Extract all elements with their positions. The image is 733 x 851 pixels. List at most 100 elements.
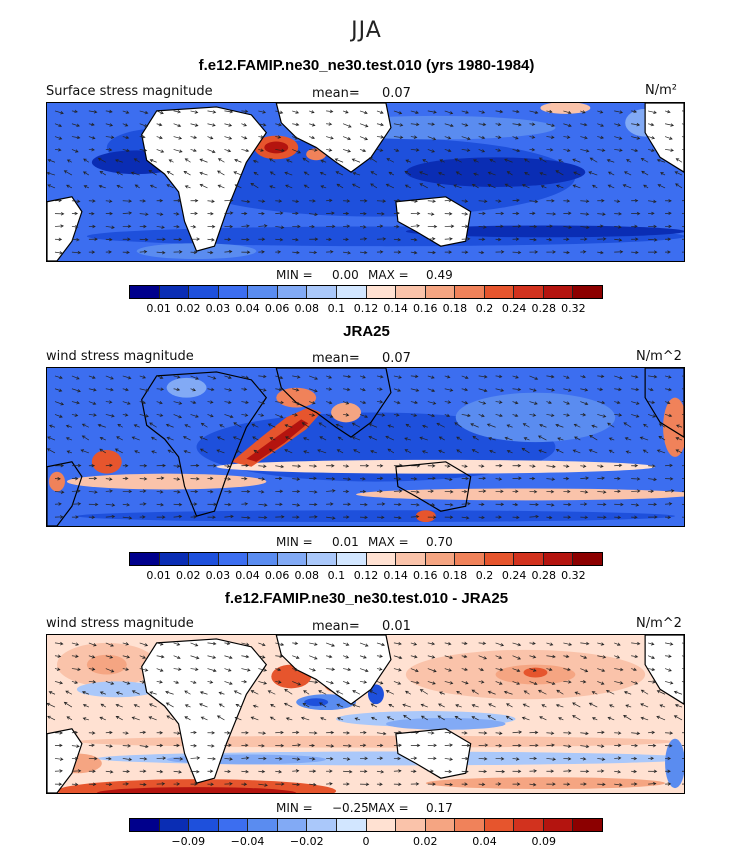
wind-vector <box>292 681 302 686</box>
wind-vector <box>563 123 572 128</box>
wind-vector <box>388 171 395 176</box>
wind-vector <box>360 769 368 774</box>
wind-vector <box>580 199 590 203</box>
wind-vector <box>648 477 657 482</box>
wind-vector <box>258 413 265 417</box>
wind-vector <box>207 238 215 242</box>
wind-vector <box>478 110 486 114</box>
wind-vector <box>258 490 265 494</box>
wind-vector <box>439 691 445 695</box>
wind-vector <box>258 731 267 735</box>
wind-vector <box>156 515 166 519</box>
wind-vector <box>665 224 672 229</box>
wind-vector <box>597 782 606 787</box>
wind-vector <box>275 642 285 647</box>
wind-vector <box>258 681 268 685</box>
wind-vector <box>250 182 259 189</box>
colorbar-swatch <box>366 286 397 298</box>
wind-vector <box>444 655 454 659</box>
wind-vector <box>166 715 174 721</box>
wind-vector <box>326 782 333 786</box>
wind-vector <box>376 642 385 647</box>
wind-vector <box>224 731 231 735</box>
wind-vector <box>529 641 536 646</box>
wind-vector <box>648 250 658 254</box>
wind-vector <box>88 388 97 392</box>
wind-vector <box>427 388 436 392</box>
wind-vector <box>148 716 157 721</box>
wind-vector <box>156 413 164 417</box>
wind-vector <box>258 148 264 152</box>
wind-vector <box>284 688 293 695</box>
wind-vector <box>360 782 370 787</box>
wind-vector <box>597 237 607 241</box>
wind-vector <box>326 730 335 735</box>
wind-vector <box>681 655 684 657</box>
wind-vector <box>523 437 530 441</box>
wind-vector <box>183 450 191 454</box>
wind-vector <box>105 400 113 404</box>
wind-vector <box>309 123 316 127</box>
wind-vector <box>275 770 283 774</box>
wind-vector <box>156 122 163 127</box>
wind-vector <box>580 464 587 468</box>
wind-vector <box>335 423 344 428</box>
wind-vector <box>117 424 123 428</box>
wind-vector <box>65 437 73 441</box>
wind-vector <box>351 436 361 441</box>
wind-vector <box>258 642 266 647</box>
wind-vector <box>326 654 333 659</box>
wind-vector <box>546 477 556 481</box>
wind-vector <box>376 122 384 127</box>
wind-vector <box>597 374 605 379</box>
wind-vector <box>66 159 73 163</box>
wind-vector <box>81 435 90 441</box>
wind-vector <box>241 769 249 774</box>
wind-vector <box>674 703 683 708</box>
wind-vector <box>54 251 63 255</box>
wind-vector <box>529 655 537 659</box>
wind-vector <box>258 110 266 114</box>
wind-vector <box>184 158 191 163</box>
wind-vector <box>393 756 401 761</box>
wind-vector <box>478 655 488 660</box>
wind-vector <box>224 237 232 242</box>
wind-vector <box>495 199 502 203</box>
wind-vector <box>614 136 623 140</box>
wind-vector <box>105 681 115 685</box>
wind-vector <box>190 489 199 494</box>
wind-vector <box>190 756 201 760</box>
wind-vector <box>410 374 419 379</box>
wind-vector <box>461 250 469 254</box>
wind-vector <box>105 770 114 774</box>
wind-vector <box>486 423 496 428</box>
wind-vector <box>258 503 268 507</box>
wind-vector <box>258 744 265 748</box>
colorbar-tick-label: 0.02 <box>413 835 438 848</box>
wind-vector <box>648 680 656 684</box>
wind-vector <box>156 680 163 684</box>
panel-1-title: f.e12.FAMIP.ne30_ne30.test.010 (yrs 1980… <box>198 57 535 74</box>
wind-vector <box>404 437 411 441</box>
wind-vector <box>207 464 217 468</box>
colorbar-swatch <box>277 553 308 565</box>
wind-vector <box>512 515 520 520</box>
wind-vector <box>438 703 445 708</box>
wind-vector <box>318 422 327 428</box>
wind-vector <box>664 642 674 646</box>
wind-vector <box>614 123 621 127</box>
wind-vector <box>199 158 208 163</box>
wind-vector <box>309 212 318 217</box>
colorbar-swatch <box>455 553 485 565</box>
wind-vector <box>580 250 587 254</box>
wind-vector <box>529 122 536 126</box>
wind-vector <box>71 730 79 735</box>
wind-vector <box>478 502 485 507</box>
wind-vector <box>597 250 604 255</box>
wind-vector <box>506 450 513 454</box>
panel-1-units: N/m² <box>645 83 677 98</box>
wind-vector <box>681 668 684 670</box>
wind-vector <box>173 731 181 735</box>
wind-vector <box>427 489 434 493</box>
wind-vector <box>427 681 436 685</box>
